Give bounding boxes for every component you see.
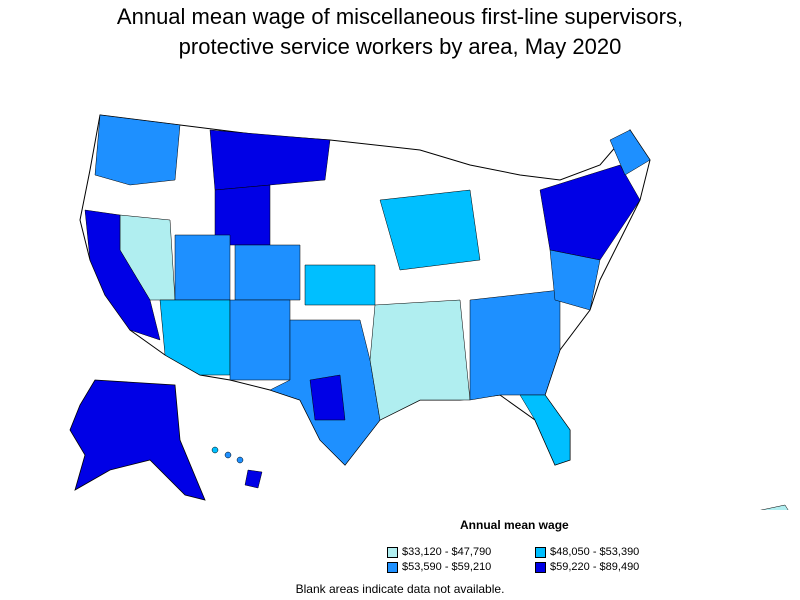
legend-title: Annual mean wage <box>460 518 569 532</box>
legend-swatch-3 <box>387 561 398 573</box>
legend-item-4: $59,220 - $89,490 <box>535 561 639 573</box>
legend-label-2: $48,050 - $53,390 <box>550 546 640 558</box>
title-line-2: protective service workers by area, May … <box>178 34 622 59</box>
region-mid-atlantic <box>549 249 601 311</box>
legend-item-1: $33,120 - $47,790 <box>387 546 491 558</box>
region-arizona <box>159 299 231 376</box>
region-colorado <box>234 244 301 301</box>
legend-swatch-2 <box>535 546 546 558</box>
region-utah <box>174 234 231 301</box>
region-northeast <box>539 164 641 261</box>
legend-swatch-4 <box>535 561 546 573</box>
region-south-central <box>369 299 471 421</box>
us-choropleth-map <box>69 114 789 510</box>
footnote: Blank areas indicate data not available. <box>295 582 505 596</box>
region-southeast <box>469 289 561 401</box>
legend-label-3: $53,590 - $59,210 <box>402 561 492 573</box>
legend-label-4: $59,220 - $89,490 <box>550 561 640 573</box>
region-new-mexico <box>229 299 291 381</box>
title-line-1: Annual mean wage of miscellaneous first-… <box>116 4 684 29</box>
map-title: Annual mean wage of miscellaneous first-… <box>0 2 800 62</box>
region-pacific-northwest <box>94 114 181 186</box>
region-midwest <box>379 189 481 271</box>
region-hawaii <box>211 446 263 489</box>
legend-swatch-1 <box>387 546 398 558</box>
region-california <box>84 209 161 341</box>
region-montana <box>209 129 331 191</box>
region-alaska <box>69 379 206 501</box>
region-texas-metros <box>309 374 346 421</box>
legend-label-1: $33,120 - $47,790 <box>402 546 492 558</box>
region-kansas <box>304 264 376 306</box>
region-florida <box>519 394 571 466</box>
region-puerto-rico <box>760 504 789 510</box>
legend-item-3: $53,590 - $59,210 <box>387 561 491 573</box>
wage-regions <box>84 114 651 466</box>
region-maine <box>609 129 651 176</box>
legend-item-2: $48,050 - $53,390 <box>535 546 639 558</box>
